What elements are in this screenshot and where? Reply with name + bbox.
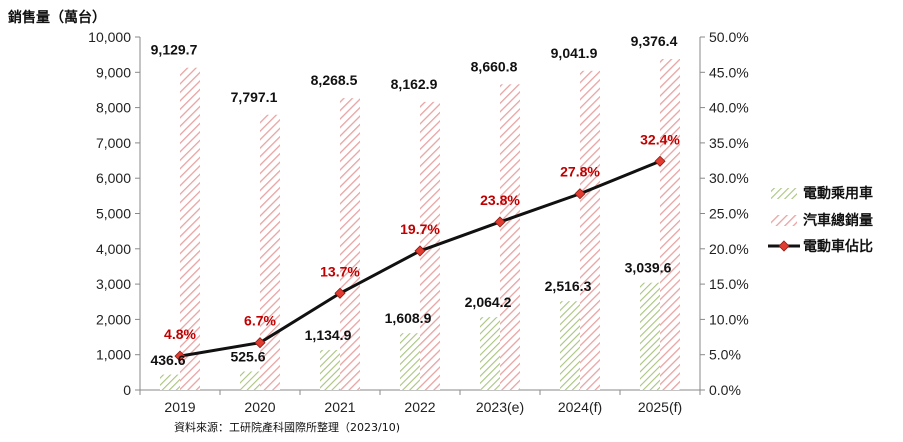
y2-tick-label: 10.0%	[709, 311, 749, 327]
ev-value-label: 525.6	[230, 348, 265, 364]
x-tick-label: 2024(f)	[558, 399, 602, 415]
axes: 0 1,000 2,000 3,000 4,000 5,000 6,000 7,000 8,00…	[88, 29, 749, 415]
y2-tick-label: 0.0%	[709, 382, 741, 398]
legend-label-total: 汽車總銷量	[803, 212, 873, 229]
y-tick-label: 4,000	[96, 241, 131, 257]
total-value-label: 9,129.7	[151, 42, 198, 58]
share-marker	[574, 188, 586, 200]
y-tick-label: 8,000	[96, 100, 131, 116]
legend-swatch-ev	[771, 188, 797, 199]
x-tick-label: 2021	[324, 399, 355, 415]
y-tick-label: 6,000	[96, 170, 131, 186]
bar-total	[580, 70, 600, 391]
ev-value-label: 2,516.3	[545, 278, 592, 294]
total-value-label: 8,162.9	[391, 76, 438, 92]
y-tick-label: 3,000	[96, 276, 131, 292]
share-marker	[334, 287, 346, 299]
ev-value-label: 2,064.2	[465, 294, 512, 310]
share-marker	[174, 350, 186, 362]
ev-value-label: 1,134.9	[305, 327, 352, 343]
source-note: 資料來源：工研院產科國際所整理（2023/10)	[174, 420, 400, 434]
ev-value-label: 1,608.9	[385, 310, 432, 326]
y-tick-label: 1,000	[96, 347, 131, 363]
y2-tick-label: 40.0%	[709, 100, 749, 116]
bar-ev	[640, 282, 660, 390]
legend: 電動乘用車 汽車總銷量 電動車佔比	[768, 185, 873, 255]
y-tick-label: 2,000	[96, 311, 131, 327]
share-value-label: 27.8%	[560, 164, 600, 180]
share-value-label: 19.7%	[400, 221, 440, 237]
share-value-label: 23.8%	[480, 192, 520, 208]
y-tick-label: 7,000	[96, 135, 131, 151]
share-marker	[254, 337, 266, 349]
y-tick-label: 0	[123, 382, 131, 398]
y2-tick-label: 35.0%	[709, 135, 749, 151]
x-tick-label: 2022	[404, 399, 435, 415]
total-value-label: 8,660.8	[471, 58, 518, 74]
y-tick-label: 9,000	[96, 64, 131, 80]
total-value-label: 8,268.5	[311, 72, 358, 88]
bar-total	[180, 67, 200, 390]
x-tick-label: 2019	[164, 399, 195, 415]
y-tick-label: 10,000	[88, 29, 131, 45]
bar-ev	[240, 371, 260, 390]
share-value-label: 6.7%	[244, 313, 276, 329]
y2-tick-label: 5.0%	[709, 347, 741, 363]
bar-total	[500, 84, 520, 391]
y-axis-title: 銷售量（萬台）	[8, 9, 106, 26]
share-marker	[654, 155, 666, 167]
bar-ev	[320, 349, 340, 390]
bar-ev	[400, 333, 420, 390]
share-value-label: 13.7%	[320, 263, 360, 279]
share-value-label: 32.4%	[640, 131, 680, 147]
bar-total	[260, 114, 280, 391]
total-value-label: 9,376.4	[631, 33, 678, 49]
legend-marker-share	[778, 240, 790, 252]
bar-ev	[560, 301, 580, 390]
bar-total	[340, 98, 360, 390]
y2-tick-label: 45.0%	[709, 64, 749, 80]
share-line	[174, 155, 666, 362]
y2-tick-label: 20.0%	[709, 241, 749, 257]
legend-swatch-total	[771, 215, 797, 226]
ev-value-label: 436.6	[150, 352, 185, 368]
legend-label-share: 電動車佔比	[803, 238, 873, 255]
y2-tick-label: 25.0%	[709, 206, 749, 222]
legend-label-ev: 電動乘用車	[803, 185, 873, 202]
share-marker	[494, 216, 506, 228]
total-value-label: 7,797.1	[231, 89, 278, 105]
bar-ev	[480, 317, 500, 390]
share-marker	[414, 245, 426, 257]
bar-total	[660, 59, 680, 390]
data-labels: 9,129.7 7,797.1 8,268.5 8,162.9 8,660.8 9,041…	[150, 33, 680, 368]
y2-tick-label: 30.0%	[709, 170, 749, 186]
x-tick-label: 2023(e)	[476, 399, 524, 415]
x-tick-label: 2020	[244, 399, 275, 415]
x-tick-label: 2025(f)	[638, 399, 682, 415]
bar-ev	[160, 374, 180, 390]
ev-value-label: 3,039.6	[625, 260, 672, 276]
y-tick-label: 5,000	[96, 206, 131, 222]
y2-tick-label: 50.0%	[709, 29, 749, 45]
share-value-label: 4.8%	[164, 326, 196, 342]
total-value-label: 9,041.9	[551, 45, 598, 61]
y2-tick-label: 15.0%	[709, 276, 749, 292]
